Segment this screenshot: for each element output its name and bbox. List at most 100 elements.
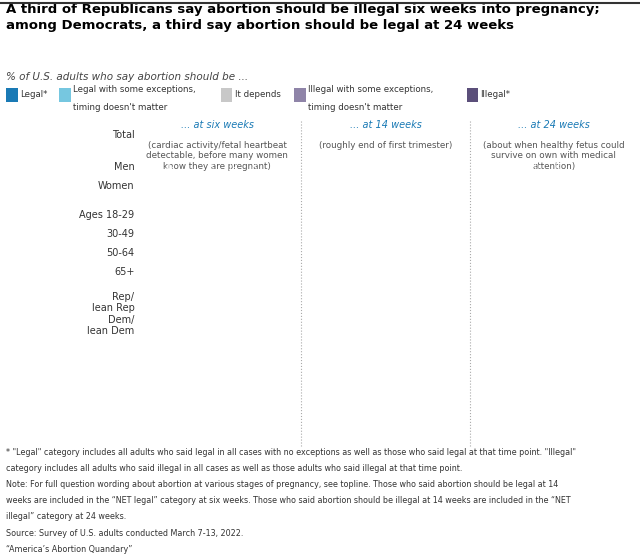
Text: “America’s Abortion Quandary”: “America’s Abortion Quandary” [6,545,132,554]
Text: 21: 21 [270,182,280,190]
Text: 10: 10 [388,321,399,330]
Text: Rep/
lean Rep: Rep/ lean Rep [92,291,134,313]
Text: 15: 15 [445,321,455,330]
Text: 34%: 34% [323,130,343,139]
Text: 18: 18 [531,229,541,238]
Text: 42: 42 [589,229,599,238]
Text: 8: 8 [555,163,559,172]
Text: Legal with some exceptions,: Legal with some exceptions, [73,85,196,94]
Text: 10: 10 [238,321,248,330]
Text: 38: 38 [163,248,173,257]
Text: 18: 18 [552,211,562,219]
Text: 9: 9 [384,211,389,219]
Text: ... at 14 weeks: ... at 14 weeks [349,120,422,130]
Text: Source: Survey of U.S. adults conducted March 7-13, 2022.: Source: Survey of U.S. adults conducted … [6,529,244,538]
Text: Total: Total [111,130,134,140]
Text: 28: 28 [323,267,333,276]
Text: It depends: It depends [235,90,281,99]
Text: 21: 21 [272,163,282,172]
Text: 22%: 22% [482,130,502,139]
Text: 19: 19 [404,211,414,219]
Text: 21: 21 [556,321,566,330]
Text: 17: 17 [483,248,493,257]
Text: Ages 18-29: Ages 18-29 [79,210,134,220]
Bar [221,88,232,102]
Text: 10: 10 [520,298,530,307]
Text: 42: 42 [592,163,602,172]
Text: 10: 10 [531,321,541,330]
Text: 21%: 21% [266,130,285,139]
Text: 19: 19 [232,229,243,238]
Text: 24: 24 [376,267,386,276]
Text: 23: 23 [488,182,498,190]
Text: 24: 24 [200,298,209,307]
Text: 18%: 18% [525,130,545,139]
Text: 29: 29 [432,182,442,190]
Text: 24: 24 [353,298,364,307]
Text: 60: 60 [576,298,586,307]
Text: 20: 20 [412,321,422,330]
Text: 9: 9 [533,211,538,219]
Text: 26: 26 [436,163,447,172]
Text: 24: 24 [266,248,276,257]
Text: 17: 17 [531,182,541,190]
Bar [6,88,18,102]
Text: 58: 58 [179,211,189,219]
Text: 20: 20 [273,229,283,238]
Text: 23: 23 [488,229,498,238]
Text: 19: 19 [523,248,532,257]
Text: 65+: 65+ [114,267,134,277]
Text: 46: 46 [169,229,179,238]
Text: (roughly end of first trimester): (roughly end of first trimester) [319,141,452,150]
Text: 42: 42 [422,298,432,307]
Text: 20: 20 [485,163,495,172]
Text: 21: 21 [221,248,231,257]
Text: 33: 33 [327,163,337,172]
Text: 23: 23 [385,163,395,172]
Text: * "Legal" category includes all adults who said legal in all cases with no excep: * "Legal" category includes all adults w… [6,448,577,457]
Text: 20: 20 [530,163,540,172]
Text: 42: 42 [166,163,176,172]
Text: Legal*: Legal* [20,90,48,99]
Text: 16: 16 [482,267,492,276]
Text: 13: 13 [250,211,260,219]
Text: Dem/
lean Dem: Dem/ lean Dem [87,315,134,336]
Text: 8: 8 [478,298,483,307]
Text: timing doesn't matter: timing doesn't matter [73,104,167,113]
Text: 18: 18 [520,267,530,276]
Text: 22%: 22% [379,130,399,139]
Bar [294,88,306,102]
Text: 30-49: 30-49 [106,229,134,239]
Text: 18: 18 [232,182,241,190]
Text: 31: 31 [429,248,439,257]
Text: % of U.S. adults who say abortion should be ...: % of U.S. adults who say abortion should… [6,72,248,81]
Text: 28: 28 [323,248,333,257]
Text: 14: 14 [279,211,289,219]
Text: 9: 9 [235,211,240,219]
Text: 17: 17 [314,298,324,307]
Text: 29: 29 [600,321,611,330]
Text: 50-64: 50-64 [106,248,134,258]
Text: 19%: 19% [224,130,244,139]
Text: 30: 30 [430,267,440,276]
Text: A third of Republicans say abortion should be illegal six weeks into pregnancy;
: A third of Republicans say abortion shou… [6,3,600,32]
Text: ... at 24 weeks: ... at 24 weeks [518,120,590,130]
Text: 34: 34 [497,321,506,330]
Text: 8: 8 [209,163,213,172]
Text: 50: 50 [340,321,351,330]
Text: 61: 61 [181,321,191,330]
Text: ... at six weeks: ... at six weeks [180,120,254,130]
Text: 26: 26 [153,298,163,307]
Text: Men: Men [114,162,134,172]
Text: 24: 24 [266,267,276,276]
Text: 43: 43 [586,182,596,190]
Bar [467,88,478,102]
Text: timing doesn't matter: timing doesn't matter [308,104,403,113]
Text: 46: 46 [584,248,594,257]
Text: 8: 8 [412,163,417,172]
Text: 19: 19 [227,163,237,172]
Text: 34: 34 [497,211,506,219]
Text: 19: 19 [442,211,452,219]
Text: (about when healthy fetus could
survive on own with medical
attention): (about when healthy fetus could survive … [483,141,625,171]
Text: 46: 46 [169,182,179,190]
